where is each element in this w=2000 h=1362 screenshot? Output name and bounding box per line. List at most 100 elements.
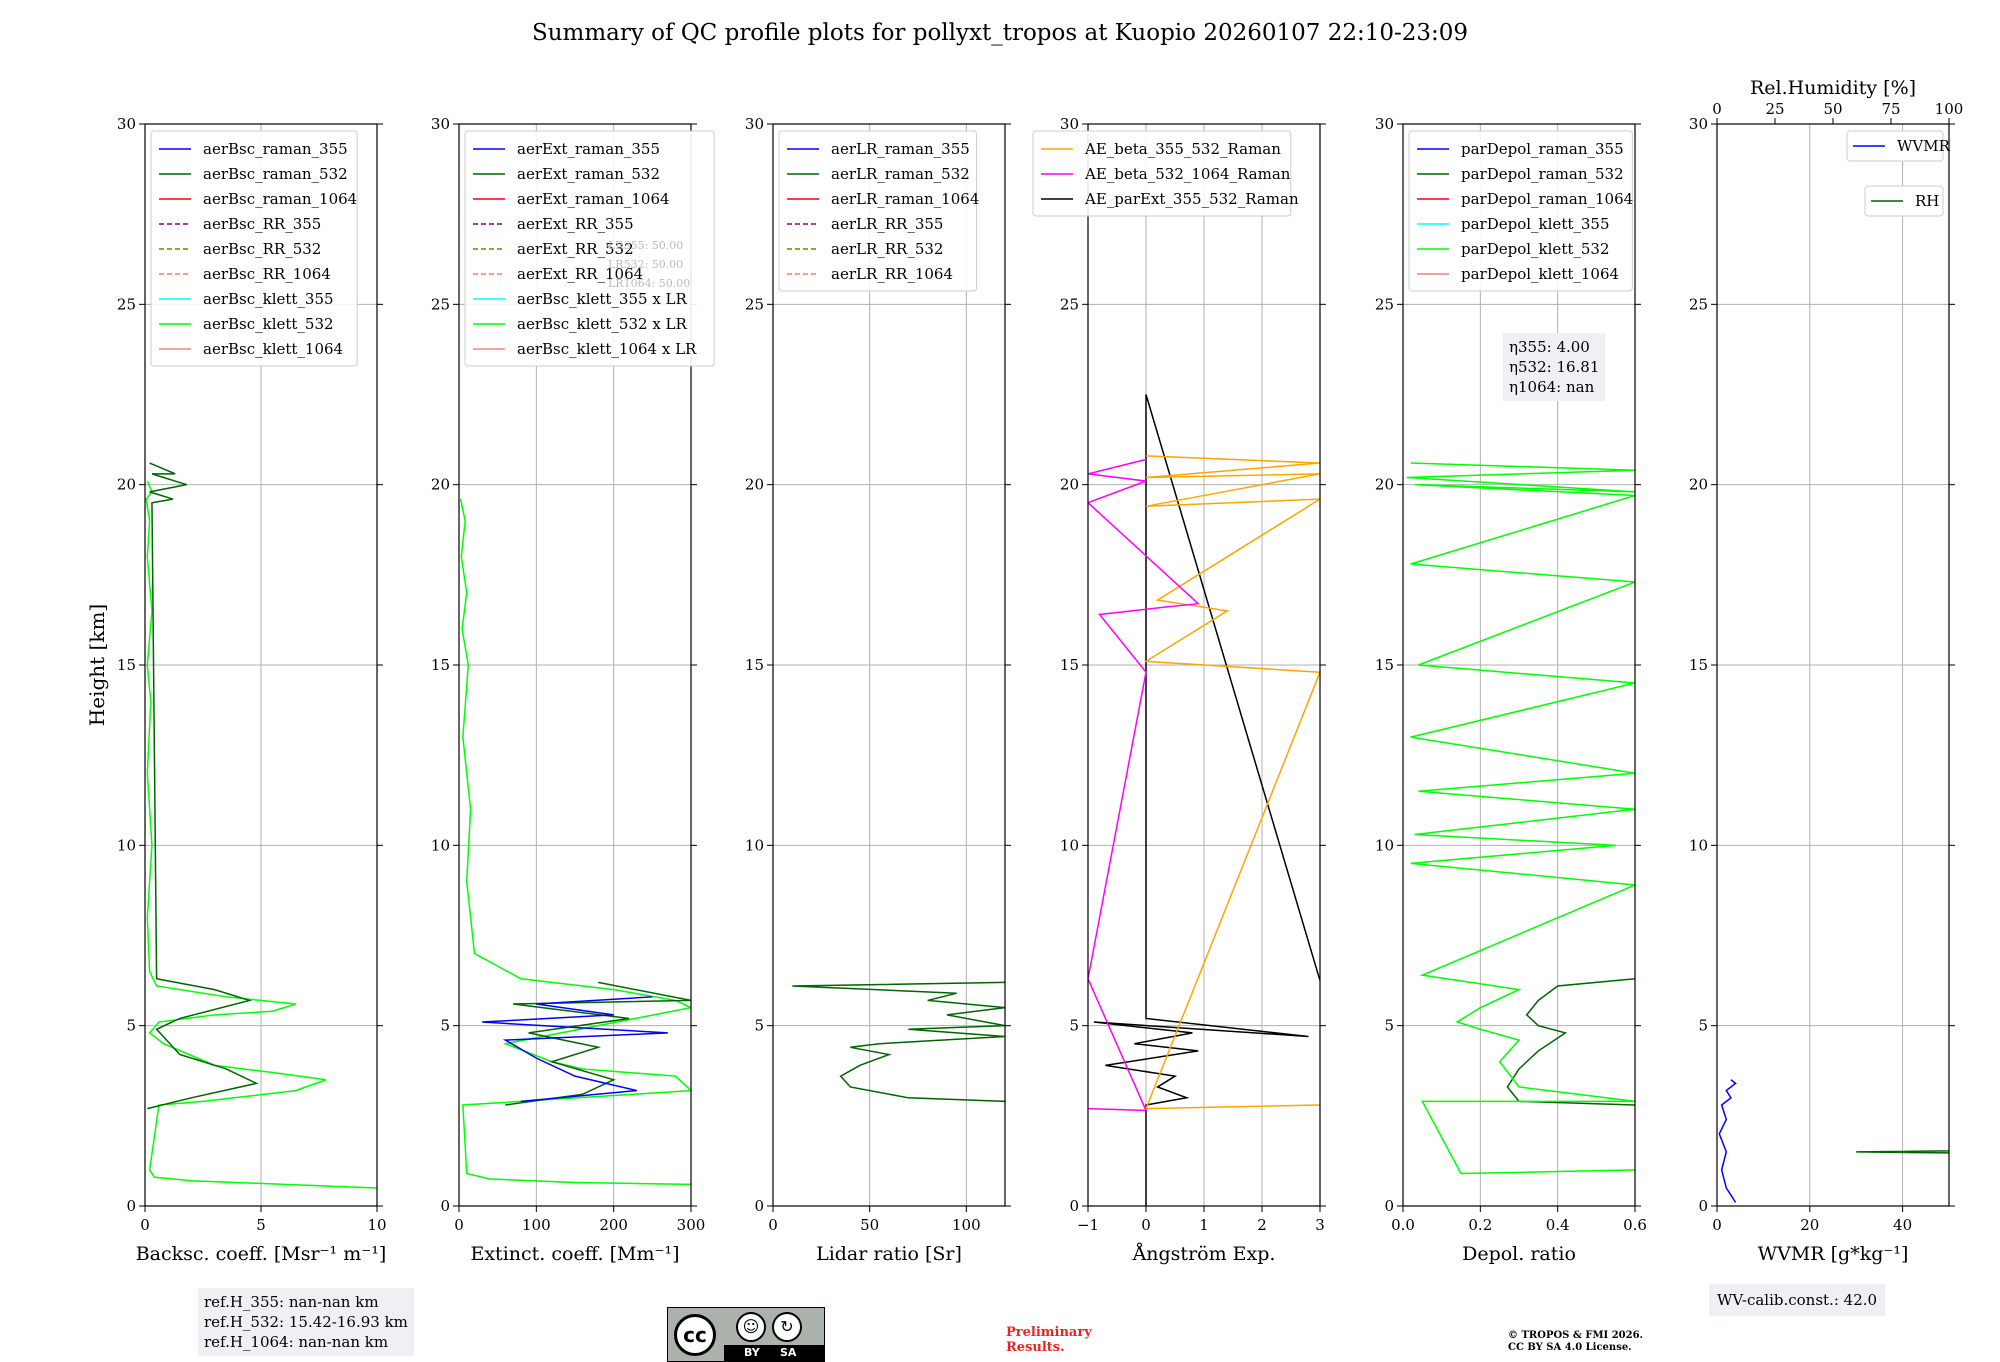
- y-tick-label: 15: [1060, 656, 1079, 674]
- series-RH: [1856, 1140, 1949, 1154]
- legend-label: aerBsc_klett_1064: [203, 340, 343, 358]
- legend-box: [778, 130, 978, 292]
- ref-height-box: ref.H_355: nan-nan km ref.H_532: 15.42-1…: [198, 1288, 414, 1356]
- y-tick-label: 25: [745, 295, 764, 313]
- series-aerBsc_klett_532 x LR: [459, 498, 691, 1186]
- legend-box: [1408, 130, 1633, 292]
- y-tick-label: 20: [1060, 476, 1079, 494]
- legend-label: aerExt_raman_532: [517, 165, 660, 183]
- legend-label: AE_beta_532_1064_Raman: [1084, 165, 1291, 183]
- series-aerExt_raman_532: [505, 981, 691, 1106]
- series-parDepol_raman_532: [1506, 978, 1635, 1106]
- preliminary-line2: Results.: [1006, 1340, 1065, 1355]
- y-tick-label: 0: [1698, 1197, 1708, 1215]
- top-x-tick-label: 100: [1935, 100, 1964, 118]
- y-tick-label: 0: [126, 1197, 136, 1215]
- series-parDepol_klett_532: [1406, 462, 1635, 1175]
- y-tick-label: 5: [1069, 1017, 1079, 1035]
- y-tick-label: 30: [745, 115, 764, 133]
- lr-355: LR355: 50.00: [608, 239, 684, 252]
- copyright-line1: © TROPOS & FMI 2026.: [1508, 1330, 1644, 1341]
- cc-icon: cc: [674, 1314, 716, 1356]
- copyright-line2: CC BY SA 4.0 License.: [1508, 1342, 1632, 1353]
- x-tick-label: 50: [860, 1216, 879, 1234]
- legend-label: WVMR: [1897, 137, 1951, 155]
- y-tick-label: 15: [1689, 656, 1708, 674]
- y-tick-label: 5: [440, 1017, 450, 1035]
- series-AE_parExt_355_532_Raman: [1093, 394, 1320, 1206]
- y-tick-label: 20: [431, 476, 450, 494]
- figure-title: Summary of QC profile plots for pollyxt_…: [531, 20, 1469, 46]
- y-tick-label: 30: [117, 115, 136, 133]
- series-aerExt_raman_355: [482, 996, 668, 1103]
- legend-label: parDepol_klett_532: [1461, 240, 1610, 258]
- series-aerBsc_klett_532: [145, 480, 377, 1189]
- legend-label: aerExt_RR_532: [517, 240, 634, 258]
- preliminary-notice: Preliminary Results.: [1006, 1325, 1092, 1355]
- y-tick-label: 15: [1375, 656, 1394, 674]
- legend-label: aerExt_RR_355: [517, 215, 634, 233]
- legend-label: aerBsc_klett_355: [203, 290, 334, 308]
- y-axis-label: Height [km]: [85, 604, 109, 726]
- y-tick-label: 5: [1698, 1017, 1708, 1035]
- y-tick-label: 0: [1384, 1197, 1394, 1215]
- lr-532: LR532: 50.00: [608, 258, 684, 271]
- x-tick-label: 0.4: [1546, 1216, 1570, 1234]
- y-tick-label: 15: [117, 656, 136, 674]
- legend-label: aerExt_raman_1064: [517, 190, 670, 208]
- legend-label: parDepol_raman_532: [1461, 165, 1624, 183]
- ref-height-355: ref.H_355: nan-nan km: [204, 1293, 379, 1311]
- x-tick-label: 0.6: [1623, 1216, 1647, 1234]
- x-tick-label: 0: [1141, 1216, 1151, 1234]
- panel-backscatter: 0 5 10 15 20 25 30 0 5 10 Backsc. coeff. [Msr⁻¹ m⁻…: [117, 115, 387, 1265]
- cc-by-sa-strip: BY SA: [724, 1345, 824, 1361]
- y-tick-label: 20: [117, 476, 136, 494]
- x-tick-label: 10: [367, 1216, 386, 1234]
- series-WVMR: [1718, 1079, 1737, 1203]
- y-tick-label: 25: [117, 295, 136, 313]
- x-tick-label: 0: [454, 1216, 464, 1234]
- by-person-icon: ☺: [736, 1312, 766, 1342]
- legend-label: aerLR_raman_1064: [831, 190, 979, 208]
- legend-label: aerBsc_RR_355: [203, 215, 321, 233]
- x-tick-label: 0: [140, 1216, 150, 1234]
- y-tick-label: 25: [1060, 295, 1079, 313]
- series-aerLR_raman_532: [792, 981, 1005, 1103]
- panel-depol: 0 5 10 15 20 25 30 0.0 0.2 0.4 0.6 Depol. ratio parD…: [1375, 115, 1647, 1265]
- eta-box: η355: 4.00 η532: 16.81 η1064: nan: [1503, 333, 1606, 401]
- x-tick-label: 5: [256, 1216, 266, 1234]
- y-tick-label: 30: [1689, 115, 1708, 133]
- y-tick-label: 15: [745, 656, 764, 674]
- lr-overlay: LR355: 50.00 LR532: 50.00 LR1064: 50.00: [608, 236, 690, 293]
- legend-label: AE_beta_355_532_Raman: [1084, 140, 1281, 158]
- y-tick-label: 5: [126, 1017, 136, 1035]
- y-tick-label: 10: [117, 836, 136, 854]
- legend-box: [1032, 130, 1292, 217]
- y-tick-label: 0: [1069, 1197, 1079, 1215]
- legend-label: parDepol_klett_355: [1461, 215, 1610, 233]
- y-tick-label: 10: [1375, 836, 1394, 854]
- y-tick-label: 5: [1384, 1017, 1394, 1035]
- legend-label: aerBsc_raman_532: [203, 165, 348, 183]
- x-tick-label: 100: [952, 1216, 981, 1234]
- top-x-axis-label: Rel.Humidity [%]: [1750, 77, 1916, 99]
- ref-height-1064: ref.H_1064: nan-nan km: [204, 1333, 389, 1351]
- legend-label: AE_parExt_355_532_Raman: [1084, 190, 1299, 208]
- x-tick-label: 2: [1257, 1216, 1267, 1234]
- cc-license-badge: cc ☺ ↻ BY SA: [667, 1307, 825, 1362]
- x-tick-label: 20: [1800, 1216, 1819, 1234]
- legend-label: aerLR_raman_532: [831, 165, 970, 183]
- series-AE_beta_355_532_Raman: [1143, 455, 1320, 1110]
- y-tick-label: 30: [1375, 115, 1394, 133]
- top-x-tick-label: 75: [1881, 100, 1900, 118]
- legend-label: RH: [1915, 192, 1939, 210]
- legend-label: parDepol_klett_1064: [1461, 265, 1619, 283]
- ref-height-532: ref.H_532: 15.42-16.93 km: [204, 1313, 408, 1331]
- legend-label: aerBsc_klett_355 x LR: [517, 290, 688, 308]
- series-AE_beta_532_1064_Raman: [1088, 458, 1200, 1112]
- legend-box: [1846, 130, 1944, 162]
- eta-532: η532: 16.81: [1509, 358, 1600, 376]
- sa-share-icon: ↻: [772, 1312, 802, 1342]
- x-tick-label: 0: [1712, 1216, 1722, 1234]
